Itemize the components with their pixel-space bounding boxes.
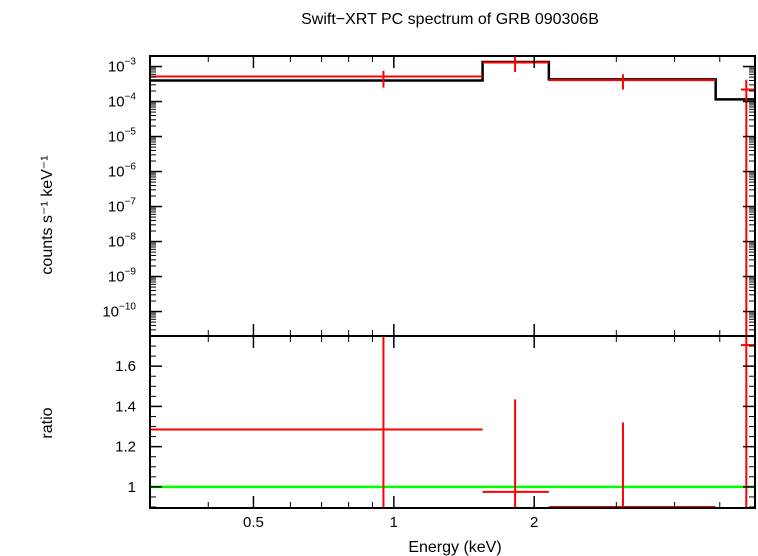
- top-ytick-label-1: 10−4: [108, 92, 137, 111]
- xtick-label-0: 0.5: [243, 514, 264, 531]
- top-ytick-label-2: 10−5: [108, 127, 137, 146]
- bottom-panel: 1 1.2 1.4 1.6 0.5 1 2: [115, 336, 755, 531]
- bottom-y-axis-label: ratio: [39, 407, 56, 438]
- bottom-ytick-label-1: 1.2: [115, 439, 136, 456]
- top-ytick-label-5: 10−8: [108, 232, 137, 251]
- top-ytick-label-0: 10−3: [108, 57, 137, 76]
- bottom-ytick-label-2: 1.4: [115, 398, 136, 415]
- bottom-panel-frame: [149, 335, 756, 509]
- top-ytick-label-4: 10−7: [108, 197, 137, 216]
- top-panel-frame: [149, 55, 756, 337]
- top-ytick-label-7: 10−10: [102, 302, 136, 321]
- xtick-label-1: 1: [390, 514, 398, 531]
- bottom-ytick-label-0: 1: [128, 479, 136, 496]
- top-ytick-label-6: 10−9: [108, 267, 137, 286]
- top-ytick-label-3: 10−6: [108, 162, 137, 181]
- top-panel: 10−3 10−4 10−5 10−6 10−7 10−8 10−9 10−10: [102, 55, 755, 337]
- chart-title: Swift−XRT PC spectrum of GRB 090306B: [301, 11, 599, 28]
- x-axis-label: Energy (keV): [408, 539, 501, 556]
- bottom-ytick-label-3: 1.6: [115, 358, 136, 375]
- top-y-axis-label: counts s⁻¹ keV⁻¹: [39, 155, 56, 274]
- xtick-label-2: 2: [530, 514, 538, 531]
